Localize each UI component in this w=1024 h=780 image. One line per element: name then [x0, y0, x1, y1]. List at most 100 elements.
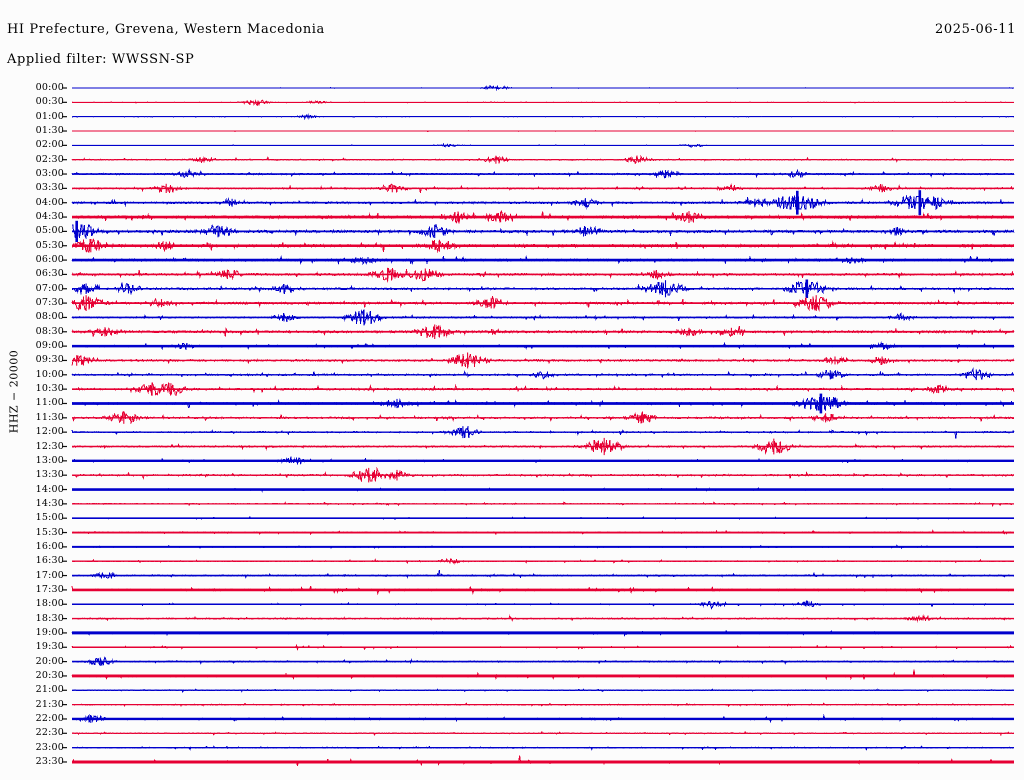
seismic-trace	[71, 669, 1015, 681]
time-axis-label: 00:30	[35, 96, 64, 108]
time-axis-label: 18:00	[35, 598, 64, 610]
time-axis-label: 18:30	[35, 612, 64, 624]
seismic-trace	[71, 280, 1015, 296]
page-title: HI Prefecture, Grevena, Western Macedoni…	[7, 22, 325, 37]
seismic-trace	[71, 194, 1015, 211]
time-axis-label: 12:00	[35, 426, 64, 438]
seismic-trace	[71, 755, 1015, 767]
time-axis-label: 07:00	[35, 282, 64, 294]
time-axis-label: 16:30	[35, 555, 64, 567]
seismic-trace	[71, 656, 1015, 667]
y-axis-label: HHZ − 20000	[7, 349, 21, 434]
time-axis-label: 20:00	[35, 655, 64, 667]
time-axis-label: 15:30	[35, 526, 64, 538]
time-axis-label: 10:00	[35, 368, 64, 380]
seismic-trace	[71, 410, 1015, 425]
time-axis-label: 09:00	[35, 340, 64, 352]
seismic-trace	[71, 130, 1015, 133]
seismic-trace	[71, 713, 1015, 724]
time-axis-label: 22:00	[35, 712, 64, 724]
seismic-trace	[71, 486, 1015, 493]
time-axis-label: 21:00	[35, 684, 64, 696]
time-axis-label: 05:30	[35, 239, 64, 251]
seismic-trace	[71, 585, 1015, 596]
time-axis-label: 21:30	[35, 698, 64, 710]
seismic-trace	[71, 382, 1015, 397]
seismic-trace	[71, 168, 1015, 179]
time-axis-label: 14:30	[35, 497, 64, 509]
time-axis-label: 19:30	[35, 641, 64, 653]
time-axis-label: 04:30	[35, 211, 64, 223]
seismic-trace	[71, 113, 1015, 120]
time-axis-label: 22:30	[35, 727, 64, 739]
seismic-trace	[71, 84, 1015, 91]
seismic-trace	[71, 426, 1015, 439]
time-axis-label: 13:00	[35, 454, 64, 466]
time-axis-label: 12:30	[35, 440, 64, 452]
time-axis-label: 10:30	[35, 383, 64, 395]
seismic-trace	[71, 309, 1015, 325]
seismic-trace	[71, 238, 1015, 254]
time-axis-label: 09:30	[35, 354, 64, 366]
seismic-trace	[71, 600, 1015, 610]
time-axis-label: 19:00	[35, 626, 64, 638]
seismic-trace	[71, 99, 1015, 107]
seismic-trace	[71, 396, 1015, 412]
seismic-trace	[71, 613, 1015, 623]
time-axis-label: 06:00	[35, 254, 64, 266]
time-axis-label: 14:00	[35, 483, 64, 495]
time-axis-label: 02:00	[35, 139, 64, 151]
seismic-trace	[71, 210, 1015, 224]
seismic-trace	[71, 529, 1015, 536]
seismic-trace	[71, 515, 1015, 521]
time-axis-label: 03:30	[35, 182, 64, 194]
time-axis-label: 23:00	[35, 741, 64, 753]
seismic-trace	[71, 745, 1015, 752]
seismic-trace	[72, 223, 1015, 240]
time-axis-label: 11:30	[35, 411, 64, 423]
seismic-trace	[71, 466, 1015, 483]
seismic-trace	[71, 456, 1015, 466]
time-axis-label: 01:30	[35, 125, 64, 137]
seismic-trace	[71, 544, 1015, 550]
record-date: 2025-06-11	[935, 22, 1016, 37]
time-axis-label: 08:30	[35, 325, 64, 337]
time-axis-label: 05:00	[35, 225, 64, 237]
time-axis-label: 23:30	[35, 755, 64, 767]
seismic-trace	[71, 295, 1015, 312]
time-axis-label: 11:00	[35, 397, 64, 409]
time-axis-label: 13:30	[35, 469, 64, 481]
time-axis-label: 08:00	[35, 311, 64, 323]
time-axis-label: 16:00	[35, 540, 64, 552]
time-axis-label: 20:30	[35, 669, 64, 681]
seismic-trace	[71, 501, 1015, 507]
time-axis-label: 03:00	[35, 168, 64, 180]
time-axis-label: 17:00	[35, 569, 64, 581]
seismic-trace	[71, 183, 1015, 194]
seismic-trace	[71, 570, 1015, 580]
seismic-trace	[71, 688, 1015, 694]
seismic-trace	[71, 142, 1015, 148]
time-axis-label: 17:30	[35, 583, 64, 595]
seismic-trace	[71, 255, 1015, 266]
seismic-trace	[71, 367, 1015, 380]
seismic-trace	[71, 324, 1015, 339]
time-axis-label: 15:00	[35, 512, 64, 524]
time-axis-label: 06:30	[35, 268, 64, 280]
time-axis-label: 01:00	[35, 110, 64, 122]
seismic-trace	[71, 643, 1015, 652]
seismic-trace	[71, 341, 1015, 351]
time-axis-label: 00:00	[35, 82, 64, 93]
time-axis-label: 04:00	[35, 196, 64, 208]
seismic-trace	[71, 557, 1015, 565]
seismic-trace	[71, 353, 1015, 367]
seismic-trace	[71, 154, 1015, 165]
time-axis-label: 07:30	[35, 297, 64, 309]
seismic-trace	[71, 730, 1015, 737]
seismic-trace	[71, 702, 1015, 708]
seismic-trace	[71, 267, 1015, 283]
seismic-trace	[71, 629, 1015, 637]
seismic-trace	[71, 439, 1015, 455]
